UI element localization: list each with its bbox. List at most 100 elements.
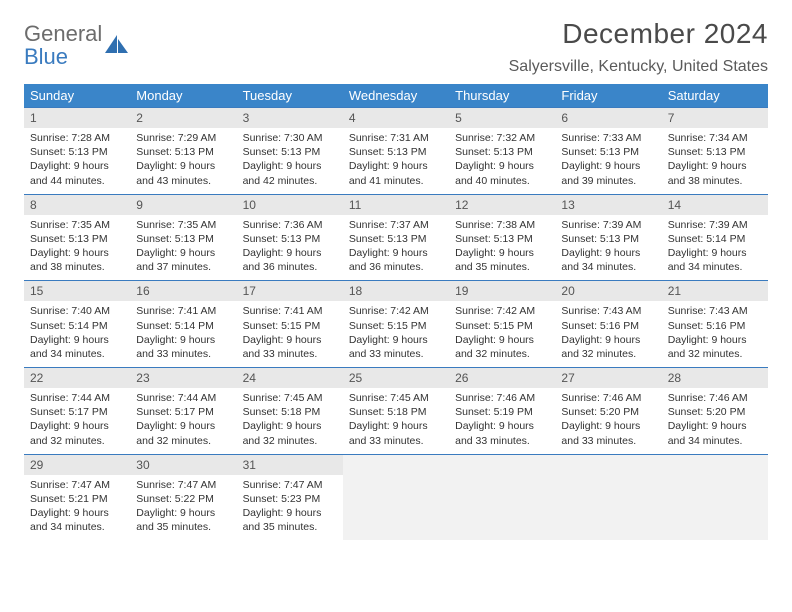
month-title: December 2024 (509, 18, 768, 50)
calendar-cell: 17Sunrise: 7:41 AMSunset: 5:15 PMDayligh… (237, 281, 343, 368)
day-number: 27 (555, 368, 661, 388)
calendar-cell: 31Sunrise: 7:47 AMSunset: 5:23 PMDayligh… (237, 454, 343, 540)
day-details: Sunrise: 7:42 AMSunset: 5:15 PMDaylight:… (449, 301, 555, 361)
calendar-cell: 13Sunrise: 7:39 AMSunset: 5:13 PMDayligh… (555, 194, 661, 281)
day-details: Sunrise: 7:31 AMSunset: 5:13 PMDaylight:… (343, 128, 449, 188)
day-number: 24 (237, 368, 343, 388)
day-details: Sunrise: 7:47 AMSunset: 5:21 PMDaylight:… (24, 475, 130, 535)
day-number: 21 (662, 281, 768, 301)
calendar-table: SundayMondayTuesdayWednesdayThursdayFrid… (24, 84, 768, 540)
calendar-cell: 12Sunrise: 7:38 AMSunset: 5:13 PMDayligh… (449, 194, 555, 281)
day-details: Sunrise: 7:39 AMSunset: 5:14 PMDaylight:… (662, 215, 768, 275)
calendar-body: 1Sunrise: 7:28 AMSunset: 5:13 PMDaylight… (24, 108, 768, 541)
day-number: 7 (662, 108, 768, 128)
calendar-cell: 5Sunrise: 7:32 AMSunset: 5:13 PMDaylight… (449, 108, 555, 195)
calendar-cell: 18Sunrise: 7:42 AMSunset: 5:15 PMDayligh… (343, 281, 449, 368)
calendar-cell: 10Sunrise: 7:36 AMSunset: 5:13 PMDayligh… (237, 194, 343, 281)
calendar-head: SundayMondayTuesdayWednesdayThursdayFrid… (24, 84, 768, 108)
day-details: Sunrise: 7:43 AMSunset: 5:16 PMDaylight:… (555, 301, 661, 361)
day-details: Sunrise: 7:45 AMSunset: 5:18 PMDaylight:… (237, 388, 343, 448)
weekday-header: Sunday (24, 84, 130, 108)
weekday-header: Monday (130, 84, 236, 108)
calendar-cell: 9Sunrise: 7:35 AMSunset: 5:13 PMDaylight… (130, 194, 236, 281)
day-number: 20 (555, 281, 661, 301)
calendar-cell: 15Sunrise: 7:40 AMSunset: 5:14 PMDayligh… (24, 281, 130, 368)
day-details: Sunrise: 7:41 AMSunset: 5:15 PMDaylight:… (237, 301, 343, 361)
logo-word-blue: Blue (24, 44, 68, 69)
calendar-cell: 19Sunrise: 7:42 AMSunset: 5:15 PMDayligh… (449, 281, 555, 368)
day-details: Sunrise: 7:38 AMSunset: 5:13 PMDaylight:… (449, 215, 555, 275)
header: General Blue December 2024 Salyersville,… (24, 18, 768, 76)
calendar-cell: 28Sunrise: 7:46 AMSunset: 5:20 PMDayligh… (662, 368, 768, 455)
weekday-header: Tuesday (237, 84, 343, 108)
day-details: Sunrise: 7:45 AMSunset: 5:18 PMDaylight:… (343, 388, 449, 448)
calendar-cell: 26Sunrise: 7:46 AMSunset: 5:19 PMDayligh… (449, 368, 555, 455)
day-details: Sunrise: 7:41 AMSunset: 5:14 PMDaylight:… (130, 301, 236, 361)
day-number: 8 (24, 195, 130, 215)
calendar-cell: 16Sunrise: 7:41 AMSunset: 5:14 PMDayligh… (130, 281, 236, 368)
day-number: 1 (24, 108, 130, 128)
day-number: 30 (130, 455, 236, 475)
day-number: 4 (343, 108, 449, 128)
day-number: 13 (555, 195, 661, 215)
logo-sail-icon (104, 33, 130, 55)
weekday-header: Thursday (449, 84, 555, 108)
day-details: Sunrise: 7:40 AMSunset: 5:14 PMDaylight:… (24, 301, 130, 361)
calendar-cell: 23Sunrise: 7:44 AMSunset: 5:17 PMDayligh… (130, 368, 236, 455)
calendar-cell: 3Sunrise: 7:30 AMSunset: 5:13 PMDaylight… (237, 108, 343, 195)
day-number: 25 (343, 368, 449, 388)
day-details: Sunrise: 7:39 AMSunset: 5:13 PMDaylight:… (555, 215, 661, 275)
calendar-cell: 7Sunrise: 7:34 AMSunset: 5:13 PMDaylight… (662, 108, 768, 195)
day-details: Sunrise: 7:47 AMSunset: 5:23 PMDaylight:… (237, 475, 343, 535)
day-details: Sunrise: 7:28 AMSunset: 5:13 PMDaylight:… (24, 128, 130, 188)
day-number: 22 (24, 368, 130, 388)
day-details: Sunrise: 7:44 AMSunset: 5:17 PMDaylight:… (130, 388, 236, 448)
weekday-header: Wednesday (343, 84, 449, 108)
day-number: 29 (24, 455, 130, 475)
day-details: Sunrise: 7:46 AMSunset: 5:20 PMDaylight:… (662, 388, 768, 448)
calendar-cell (662, 454, 768, 540)
day-number: 14 (662, 195, 768, 215)
day-details: Sunrise: 7:29 AMSunset: 5:13 PMDaylight:… (130, 128, 236, 188)
logo-text: General Blue (24, 22, 102, 68)
calendar-cell: 14Sunrise: 7:39 AMSunset: 5:14 PMDayligh… (662, 194, 768, 281)
calendar-cell (449, 454, 555, 540)
day-details: Sunrise: 7:44 AMSunset: 5:17 PMDaylight:… (24, 388, 130, 448)
calendar-cell: 21Sunrise: 7:43 AMSunset: 5:16 PMDayligh… (662, 281, 768, 368)
day-details: Sunrise: 7:46 AMSunset: 5:20 PMDaylight:… (555, 388, 661, 448)
day-number: 19 (449, 281, 555, 301)
calendar-cell: 25Sunrise: 7:45 AMSunset: 5:18 PMDayligh… (343, 368, 449, 455)
day-number: 6 (555, 108, 661, 128)
day-details: Sunrise: 7:47 AMSunset: 5:22 PMDaylight:… (130, 475, 236, 535)
calendar-cell: 8Sunrise: 7:35 AMSunset: 5:13 PMDaylight… (24, 194, 130, 281)
day-number: 9 (130, 195, 236, 215)
calendar-cell: 24Sunrise: 7:45 AMSunset: 5:18 PMDayligh… (237, 368, 343, 455)
day-details: Sunrise: 7:37 AMSunset: 5:13 PMDaylight:… (343, 215, 449, 275)
day-number: 16 (130, 281, 236, 301)
calendar-cell: 4Sunrise: 7:31 AMSunset: 5:13 PMDaylight… (343, 108, 449, 195)
day-number: 15 (24, 281, 130, 301)
calendar-cell: 6Sunrise: 7:33 AMSunset: 5:13 PMDaylight… (555, 108, 661, 195)
day-number: 26 (449, 368, 555, 388)
calendar-cell: 29Sunrise: 7:47 AMSunset: 5:21 PMDayligh… (24, 454, 130, 540)
calendar-cell (343, 454, 449, 540)
location-text: Salyersville, Kentucky, United States (509, 58, 768, 76)
day-number: 3 (237, 108, 343, 128)
day-number: 5 (449, 108, 555, 128)
day-details: Sunrise: 7:30 AMSunset: 5:13 PMDaylight:… (237, 128, 343, 188)
day-number: 23 (130, 368, 236, 388)
calendar-cell (555, 454, 661, 540)
day-number: 28 (662, 368, 768, 388)
weekday-header: Friday (555, 84, 661, 108)
calendar-cell: 1Sunrise: 7:28 AMSunset: 5:13 PMDaylight… (24, 108, 130, 195)
day-details: Sunrise: 7:46 AMSunset: 5:19 PMDaylight:… (449, 388, 555, 448)
logo: General Blue (24, 22, 130, 68)
day-number: 31 (237, 455, 343, 475)
calendar-cell: 11Sunrise: 7:37 AMSunset: 5:13 PMDayligh… (343, 194, 449, 281)
day-details: Sunrise: 7:32 AMSunset: 5:13 PMDaylight:… (449, 128, 555, 188)
day-number: 18 (343, 281, 449, 301)
calendar-cell: 27Sunrise: 7:46 AMSunset: 5:20 PMDayligh… (555, 368, 661, 455)
calendar-cell: 22Sunrise: 7:44 AMSunset: 5:17 PMDayligh… (24, 368, 130, 455)
day-details: Sunrise: 7:36 AMSunset: 5:13 PMDaylight:… (237, 215, 343, 275)
day-details: Sunrise: 7:43 AMSunset: 5:16 PMDaylight:… (662, 301, 768, 361)
